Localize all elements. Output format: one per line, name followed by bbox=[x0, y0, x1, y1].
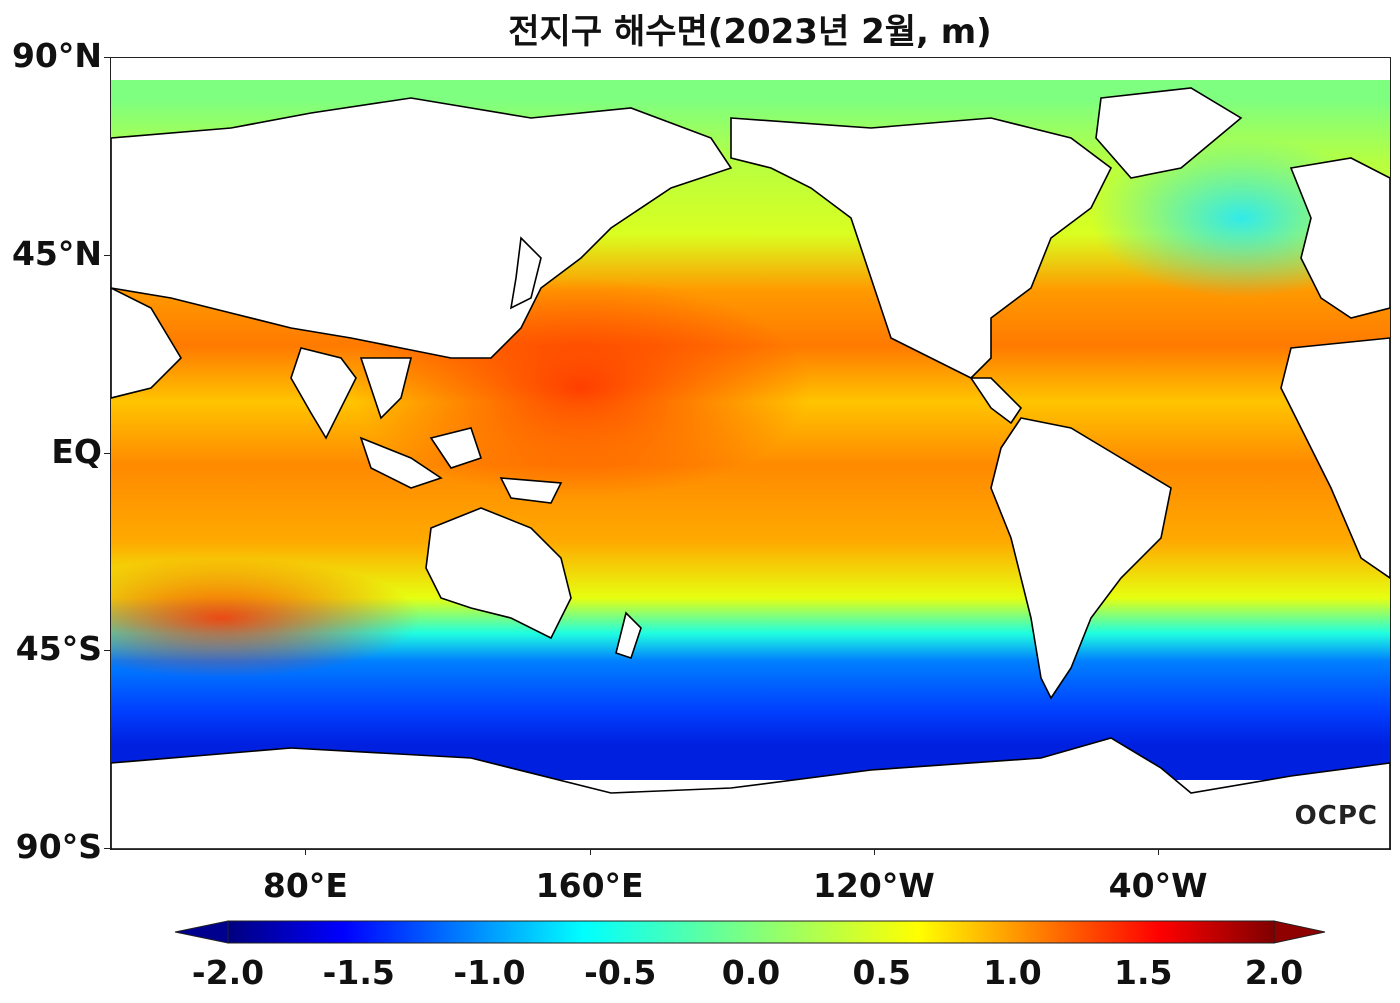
colorbar-tick-label: -1.0 bbox=[453, 953, 526, 992]
south-america bbox=[990, 417, 1172, 700]
colorbar-gradient bbox=[227, 920, 1275, 944]
new-zealand bbox=[615, 611, 642, 660]
india bbox=[290, 347, 357, 440]
lat-tick bbox=[104, 57, 110, 58]
australia bbox=[425, 507, 572, 640]
lat-tick bbox=[104, 452, 110, 454]
africa-east bbox=[111, 287, 183, 399]
antarctica bbox=[111, 737, 1390, 849]
lon-tick bbox=[873, 849, 875, 855]
new-guinea bbox=[499, 477, 563, 504]
colorbar-tick-label: -0.5 bbox=[584, 953, 657, 992]
lon-label: 40°W bbox=[1108, 866, 1208, 905]
colorbar bbox=[174, 920, 1326, 944]
lon-label: 80°E bbox=[262, 866, 348, 905]
lon-label: 160°E bbox=[535, 866, 644, 905]
greenland bbox=[1095, 87, 1243, 179]
europe bbox=[1289, 157, 1390, 319]
indochina bbox=[359, 357, 413, 420]
lon-label: 120°W bbox=[812, 866, 935, 905]
central-america bbox=[969, 377, 1023, 425]
arctic-mask bbox=[111, 58, 1390, 80]
sea-level-field bbox=[111, 58, 1390, 849]
lat-tick bbox=[104, 848, 110, 849]
lat-tick bbox=[104, 254, 110, 256]
colorbar-tick-label: -2.0 bbox=[191, 953, 265, 992]
colorbar-tick-label: 0.0 bbox=[721, 953, 781, 992]
colorbar-tick-label: 0.5 bbox=[852, 953, 911, 992]
japan bbox=[509, 236, 542, 310]
indian-ocean-high bbox=[111, 558, 421, 678]
sumatra bbox=[359, 436, 443, 489]
lon-tick bbox=[305, 849, 307, 855]
lon-tick bbox=[589, 849, 591, 855]
north-america bbox=[730, 117, 1113, 379]
colorbar-low-extend bbox=[174, 920, 229, 944]
ocpc-logo: OCPC bbox=[1294, 801, 1378, 831]
lat-tick bbox=[104, 650, 110, 652]
colorbar-tick-label: 1.0 bbox=[983, 953, 1042, 992]
colorbar-tick-label: 2.0 bbox=[1244, 953, 1304, 992]
africa-west bbox=[1280, 337, 1390, 579]
map-title: 전지구 해수면(2023년 2월, m) bbox=[508, 12, 992, 52]
lat-label: EQ bbox=[51, 431, 102, 471]
colorbar-high-extend bbox=[1273, 920, 1326, 944]
borneo bbox=[429, 427, 483, 469]
lat-label: 90°N bbox=[11, 36, 102, 75]
eurasia bbox=[111, 97, 733, 359]
sea-level-map: OCPC bbox=[110, 57, 1391, 850]
lat-label: 90°S bbox=[15, 827, 102, 866]
lat-label: 45°S bbox=[15, 629, 102, 669]
colorbar-tick-label: -1.5 bbox=[322, 953, 395, 992]
lat-label: 45°N bbox=[11, 233, 102, 273]
continents bbox=[111, 87, 1390, 849]
colorbar-tick-label: 1.5 bbox=[1114, 953, 1173, 992]
lon-tick bbox=[1158, 849, 1160, 855]
